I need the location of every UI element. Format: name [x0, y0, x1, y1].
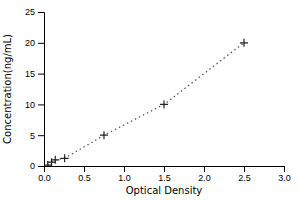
x-axis-title: Optical Density	[126, 185, 203, 196]
point	[51, 156, 59, 164]
point	[160, 100, 168, 108]
tick-mark	[284, 166, 285, 172]
tick-mark	[164, 166, 165, 172]
tick: 25	[25, 7, 44, 17]
point	[100, 131, 108, 139]
tick-mark	[38, 135, 44, 136]
tick-mark	[84, 166, 85, 172]
tick: 10	[25, 100, 44, 110]
tick-mark	[244, 166, 245, 172]
tick-label: 1.0	[118, 173, 131, 183]
tick: 0.0	[38, 166, 51, 183]
tick-mark	[38, 74, 44, 75]
line	[48, 43, 244, 165]
x-axis: 0.0 0.5 1.0 1.5 2.0 2.5 3.0	[38, 166, 291, 183]
axis-line	[45, 167, 285, 173]
tick-mark	[38, 12, 44, 13]
y-axis: 0 5 10 15 20 25	[25, 7, 45, 171]
point	[61, 154, 69, 162]
point	[240, 39, 248, 47]
tick: 1.5	[158, 166, 171, 183]
tick-mark	[38, 43, 44, 44]
tick-label: 5	[30, 131, 35, 141]
tick: 2.0	[198, 166, 211, 183]
tick-label: 20	[25, 38, 35, 48]
tick-label: 2.5	[238, 173, 251, 183]
tick-label: 10	[25, 100, 35, 110]
tick-label: 0.0	[38, 173, 51, 183]
tick: 1.0	[118, 166, 131, 183]
axis-line	[38, 13, 45, 167]
tick: 3.0	[278, 166, 291, 183]
tick-label: 0.5	[78, 173, 91, 183]
marks	[44, 39, 248, 166]
plot: 0.0 0.5 1.0 1.5 2.0 2.5 3.0 0 5 10 15 20 25	[25, 7, 291, 183]
tick-label: 3.0	[278, 173, 291, 183]
tick: 2.5	[238, 166, 251, 183]
tick-mark	[38, 166, 44, 167]
tick: 20	[25, 38, 44, 48]
tick-label: 1.5	[158, 173, 171, 183]
tick: 0	[30, 161, 44, 171]
tick-label: 0	[30, 161, 35, 171]
tick-label: 25	[25, 7, 35, 17]
tick-label: 2.0	[198, 173, 211, 183]
tick: 5	[30, 131, 44, 141]
tick-label: 15	[25, 69, 35, 79]
y-axis-title: Concentration(ng/mL)	[2, 34, 13, 144]
chart: 0.0 0.5 1.0 1.5 2.0 2.5 3.0 0 5 10 15 20 25 Optical D…	[0, 0, 300, 200]
tick-mark	[204, 166, 205, 172]
tick: 15	[25, 69, 44, 79]
tick-mark	[124, 166, 125, 172]
tick-mark	[38, 104, 44, 105]
tick: 0.5	[78, 166, 91, 183]
